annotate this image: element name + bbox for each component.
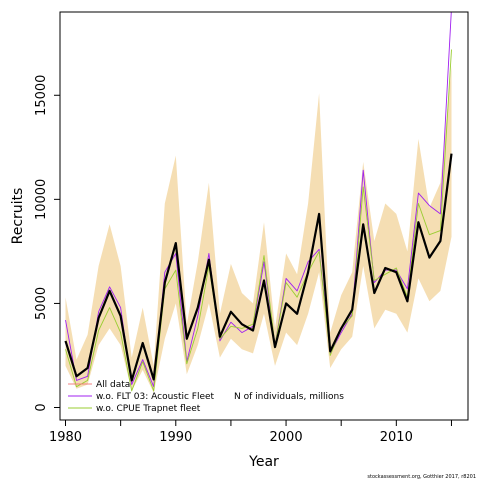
x-tick-label-2010: 2010 — [380, 430, 413, 445]
x-tick-label-1990: 1990 — [159, 430, 192, 445]
y-tick-label-0: 0 — [34, 403, 49, 411]
y-tick-label-10000: 10000 — [34, 179, 49, 220]
x-axis-title: Year — [248, 454, 279, 470]
credit-text: stockassessment.org, Gotthier 2017, r820… — [367, 474, 476, 480]
x-tick-label-1980: 1980 — [49, 430, 82, 445]
series-lines — [64, 12, 453, 392]
series-line-2 — [65, 49, 452, 392]
x-axis: 1980 1990 2000 2010 — [49, 419, 452, 445]
band-area — [65, 66, 452, 393]
x-tick-label-2000: 2000 — [270, 430, 303, 445]
legend-label-cpue: w.o. CPUE Trapnet fleet — [96, 404, 201, 414]
y-tick-label-15000: 15000 — [34, 75, 49, 116]
y-axis: 0 5000 10000 15000 — [34, 75, 61, 412]
annotation-units: N of individuals, millions — [234, 392, 344, 402]
legend-label-all-data: All data — [96, 380, 130, 390]
plot-frame — [59, 11, 469, 421]
series-line-0 — [64, 153, 453, 382]
legend: All data w.o. FLT 03: Acoustic Fleet N o… — [68, 380, 344, 414]
confidence-band — [65, 66, 452, 393]
y-axis-title: Recruits — [10, 188, 26, 245]
legend-label-acoustic: w.o. FLT 03: Acoustic Fleet — [96, 392, 215, 402]
y-tick-label-5000: 5000 — [34, 287, 49, 320]
